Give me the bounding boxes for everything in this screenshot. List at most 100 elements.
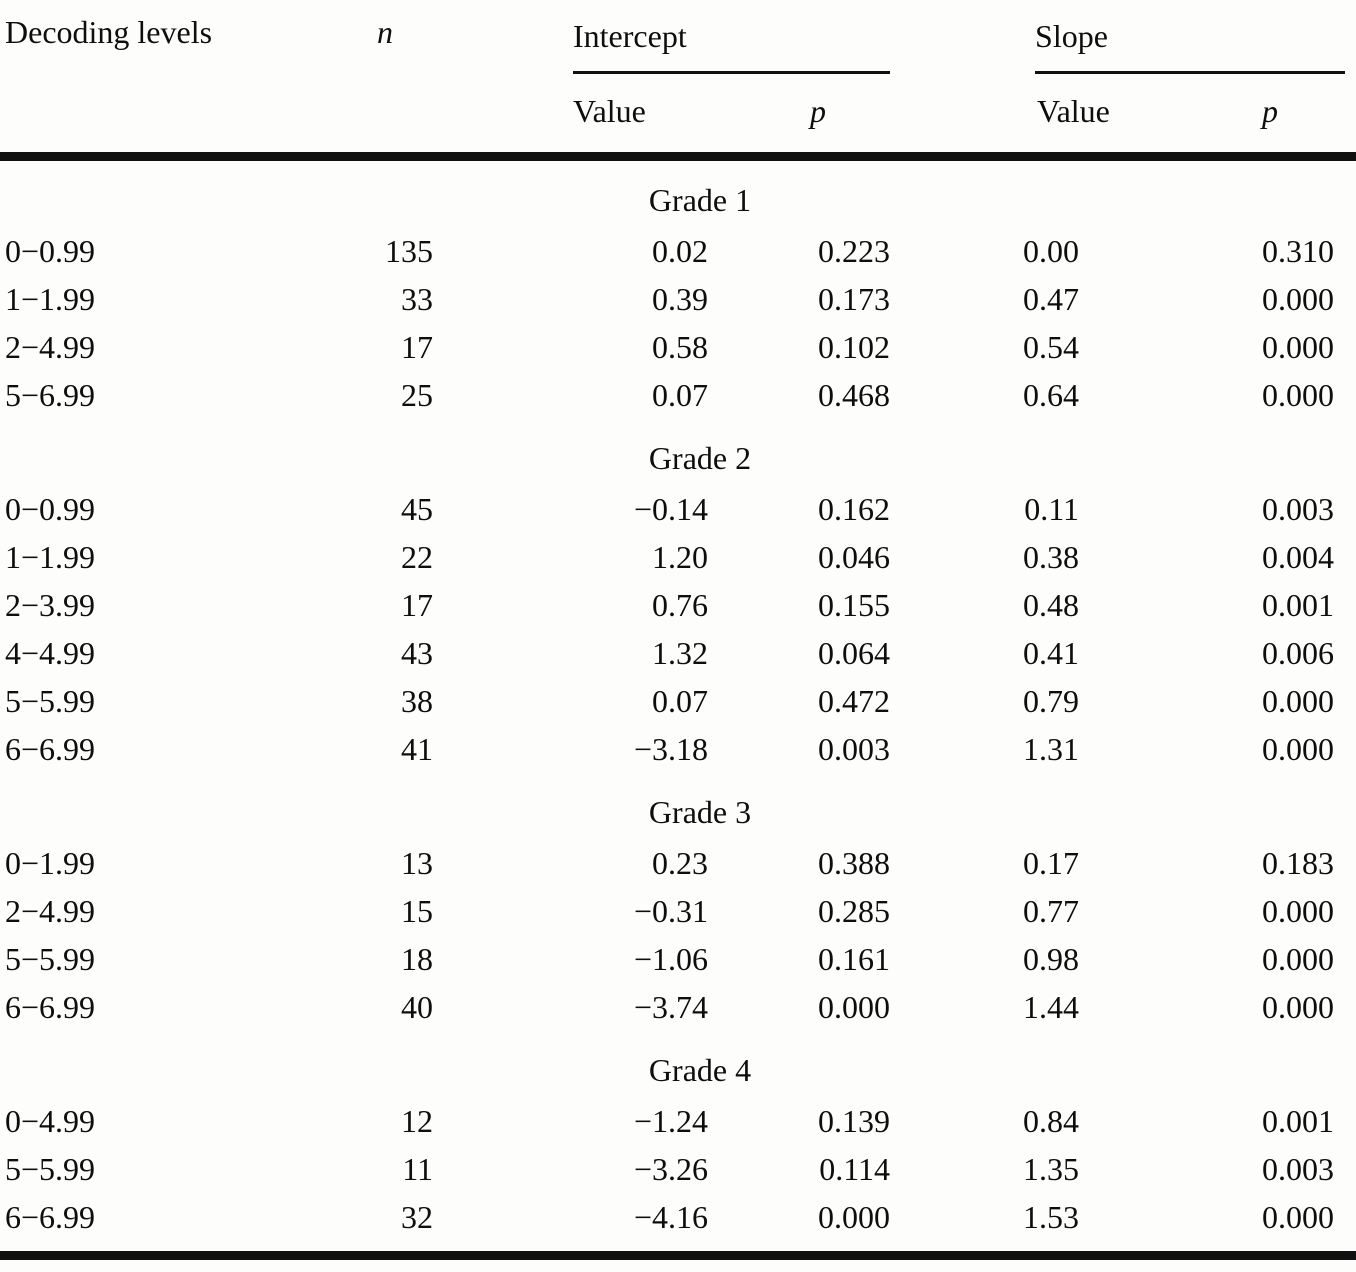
slope-p-cell: 0.001 [1262, 1103, 1335, 1139]
decoding-level-cell: 6−6.99 [5, 989, 96, 1025]
decoding-level-cell: 1−1.99 [5, 539, 96, 575]
col-header-decoding-levels: Decoding levels [5, 14, 213, 50]
n-cell: 33 [401, 281, 433, 317]
intercept-p-cell: 0.000 [818, 989, 891, 1025]
slope-p-cell: 0.001 [1262, 587, 1335, 623]
section-header-row: Grade 3 [0, 773, 1356, 839]
table-row: 2−4.99 17 0.58 0.102 0.54 0.000 [0, 323, 1356, 371]
section-header-row: Grade 4 [0, 1031, 1356, 1097]
intercept-value-cell: 0.02 [652, 233, 708, 269]
slope-p-cell: 0.006 [1262, 635, 1335, 671]
slope-p-cell: 0.000 [1262, 377, 1335, 413]
decoding-level-cell: 5−5.99 [5, 941, 96, 977]
intercept-p-cell: 0.139 [818, 1103, 891, 1139]
n-cell: 18 [401, 941, 433, 977]
decoding-level-cell: 0−0.99 [5, 491, 96, 527]
decoding-level-cell: 2−4.99 [5, 329, 96, 365]
intercept-p-cell: 0.064 [818, 635, 891, 671]
intercept-p-cell: 0.003 [818, 731, 891, 767]
slope-p-cell: 0.000 [1262, 281, 1335, 317]
intercept-p-cell: 0.161 [818, 941, 891, 977]
intercept-value-cell: −1.24 [633, 1103, 708, 1139]
slope-p-cell: 0.003 [1262, 1151, 1335, 1187]
intercept-value-cell: −0.31 [633, 893, 708, 929]
table-row: 2−3.99 17 0.76 0.155 0.48 0.001 [0, 581, 1356, 629]
slope-value-cell: 0.00 [1023, 233, 1080, 269]
table-row: 2−4.99 15 −0.31 0.285 0.77 0.000 [0, 887, 1356, 935]
slope-label: Slope [1035, 18, 1108, 54]
n-cell: 40 [401, 989, 433, 1025]
n-cell: 41 [401, 731, 433, 767]
intercept-p-cell: 0.155 [818, 587, 891, 623]
slope-value-cell: 1.53 [1023, 1199, 1080, 1235]
intercept-p-cell: 0.162 [818, 491, 891, 527]
n-cell: 45 [401, 491, 433, 527]
section-title: Grade 4 [648, 1052, 752, 1088]
decoding-level-cell: 5−6.99 [5, 377, 96, 413]
table-header: Decoding levels n Intercept Slope Value … [0, 0, 1356, 161]
n-cell: 135 [385, 233, 433, 269]
slope-value-cell: 0.38 [1023, 539, 1080, 575]
n-cell: 25 [401, 377, 433, 413]
intercept-value-cell: 0.07 [652, 683, 708, 719]
n-cell: 32 [401, 1199, 433, 1235]
section-header-row: Grade 2 [0, 419, 1356, 485]
slope-value-cell: 0.47 [1023, 281, 1080, 317]
table-row: 0−0.99 135 0.02 0.223 0.00 0.310 [0, 227, 1356, 275]
intercept-value-cell: −3.26 [633, 1151, 708, 1187]
table-row: 1−1.99 22 1.20 0.046 0.38 0.004 [0, 533, 1356, 581]
col-header-n: n [340, 0, 435, 74]
col-header-intercept-p: p [710, 74, 894, 161]
group-header-row: Decoding levels n Intercept Slope [0, 0, 1356, 74]
slope-value-cell: 0.41 [1023, 635, 1080, 671]
empty-header-cell [0, 74, 340, 161]
slope-value-cell: 0.17 [1023, 845, 1080, 881]
intercept-p-cell: 0.114 [819, 1151, 891, 1187]
slope-p-cell: 0.003 [1262, 491, 1335, 527]
intercept-value-cell: −0.14 [633, 491, 708, 527]
decoding-level-cell: 5−5.99 [5, 683, 96, 719]
intercept-p-cell: 0.468 [818, 377, 891, 413]
intercept-value-cell: 0.76 [652, 587, 708, 623]
slope-group-underline: Slope [1035, 14, 1346, 74]
group-header-intercept: Intercept [435, 0, 893, 74]
col-header-intercept-value: Value [435, 74, 710, 161]
slope-p-cell: 0.000 [1262, 1199, 1335, 1235]
intercept-p-cell: 0.000 [818, 1199, 891, 1235]
intercept-value-cell: −1.06 [633, 941, 708, 977]
decoding-level-cell: 0−4.99 [5, 1103, 96, 1139]
n-cell: 11 [402, 1151, 433, 1187]
section-title: Grade 1 [648, 182, 752, 218]
intercept-value-cell: 0.39 [652, 281, 708, 317]
intercept-value-cell: 1.20 [652, 539, 708, 575]
slope-p-cell: 0.000 [1262, 731, 1335, 767]
slope-value-cell: 1.35 [1023, 1151, 1080, 1187]
slope-p-cell: 0.000 [1262, 329, 1335, 365]
table-row: 6−6.99 40 −3.74 0.000 1.44 0.000 [0, 983, 1356, 1031]
table-body: Grade 1 0−0.99 135 0.02 0.223 0.00 0.310 1−1.99… [0, 157, 1356, 1252]
table-row: 1−1.99 33 0.39 0.173 0.47 0.000 [0, 275, 1356, 323]
table-row: 0−1.99 13 0.23 0.388 0.17 0.183 [0, 839, 1356, 887]
slope-value-cell: 0.77 [1023, 893, 1080, 929]
table-row: 5−5.99 18 −1.06 0.161 0.98 0.000 [0, 935, 1356, 983]
n-cell: 38 [401, 683, 433, 719]
bottom-table-rule [0, 1251, 1356, 1260]
slope-value-cell: 0.54 [1023, 329, 1080, 365]
section-header-row: Grade 1 [0, 157, 1356, 228]
section-title: Grade 2 [648, 440, 752, 476]
slope-p-cell: 0.310 [1262, 233, 1335, 269]
intercept-p-cell: 0.223 [818, 233, 891, 269]
intercept-value-cell: −4.16 [633, 1199, 708, 1235]
decoding-level-cell: 6−6.99 [5, 1199, 96, 1235]
p-label: p [810, 93, 826, 129]
slope-p-cell: 0.183 [1262, 845, 1335, 881]
decoding-level-cell: 6−6.99 [5, 731, 96, 767]
intercept-value-cell: 0.58 [652, 329, 708, 365]
decoding-level-cell: 2−3.99 [5, 587, 96, 623]
slope-value-cell: 0.84 [1023, 1103, 1080, 1139]
slope-value-cell: 0.64 [1023, 377, 1080, 413]
n-cell: 43 [401, 635, 433, 671]
slope-value-cell: 1.31 [1023, 731, 1080, 767]
intercept-p-cell: 0.472 [818, 683, 891, 719]
p-label: p [1262, 93, 1279, 129]
